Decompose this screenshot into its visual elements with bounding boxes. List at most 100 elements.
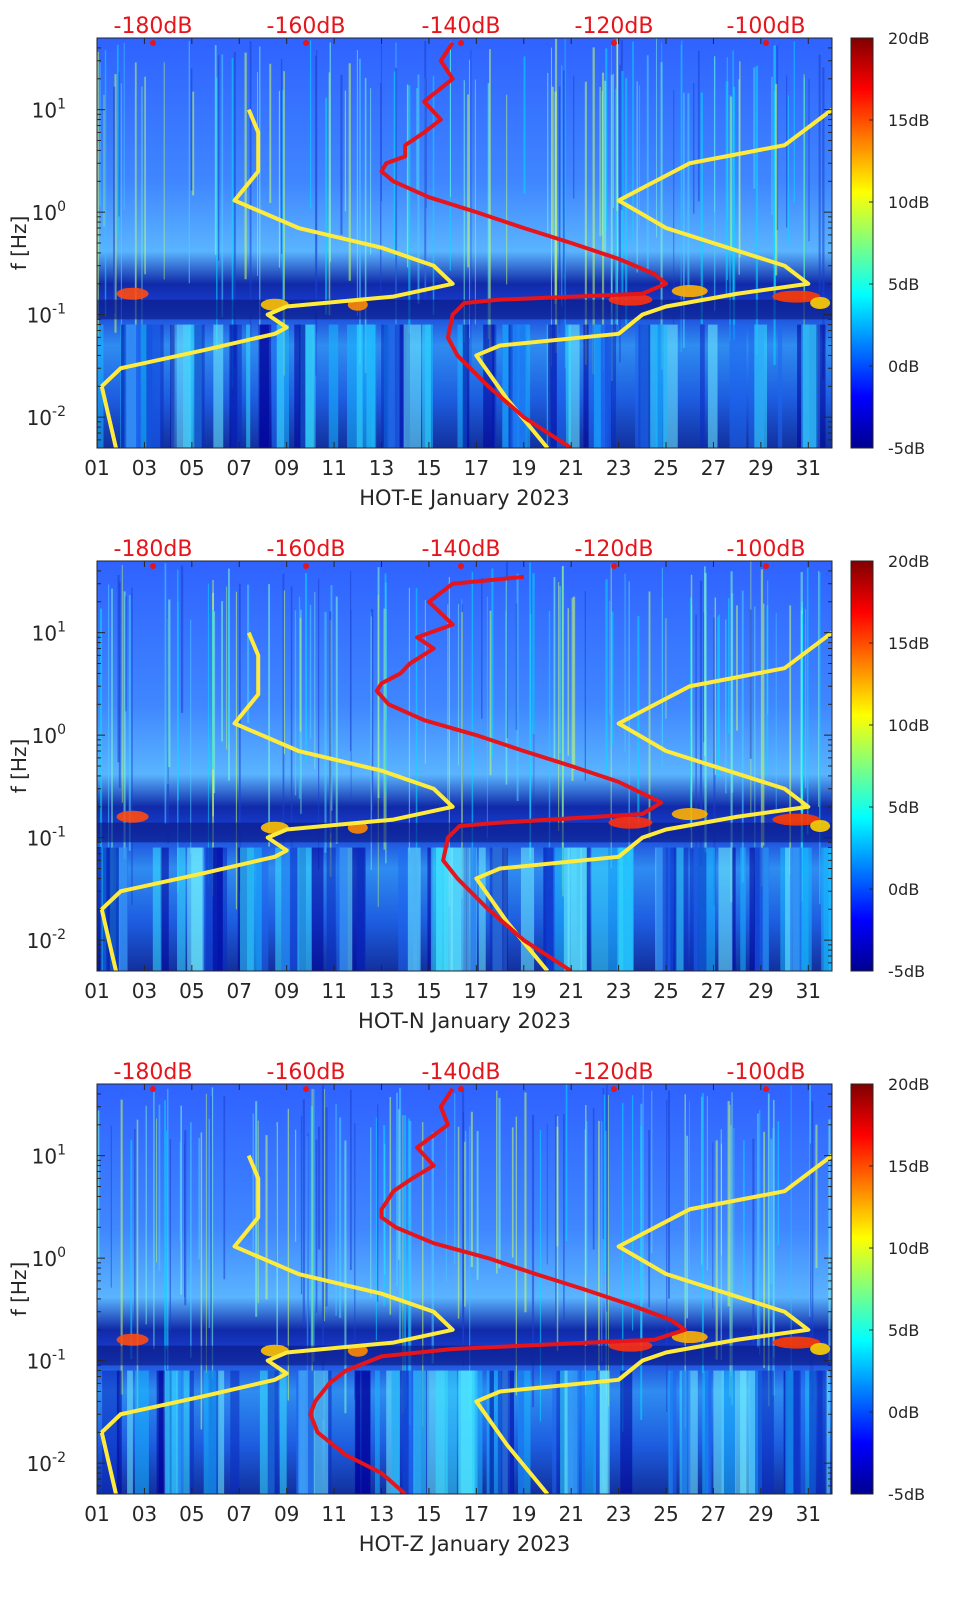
x-tick-label: 29 bbox=[748, 979, 773, 1003]
line-yellow-model-right bbox=[474, 1154, 832, 1494]
y-tick-label: 10-1 bbox=[27, 302, 66, 328]
x-tick-label: 15 bbox=[416, 979, 441, 1003]
y-tick-base: 10 bbox=[32, 622, 57, 646]
x-tick-label: 01 bbox=[84, 456, 109, 480]
colorbar-tick-label: 15dB bbox=[888, 111, 930, 130]
x-tick-label: 25 bbox=[653, 979, 678, 1003]
x-tick-label: 17 bbox=[464, 456, 489, 480]
y-tick-label: 100 bbox=[32, 1245, 66, 1271]
colorbar bbox=[850, 1083, 874, 1495]
top-db-marker bbox=[763, 563, 769, 569]
x-tick-label: 09 bbox=[274, 979, 299, 1003]
y-tick-base: 10 bbox=[32, 1247, 57, 1271]
colorbar-tick-label: 5dB bbox=[888, 798, 919, 817]
y-tick-base: 10 bbox=[27, 1452, 52, 1476]
x-tick-label: 23 bbox=[606, 456, 631, 480]
x-tick-label: 21 bbox=[558, 1502, 583, 1526]
x-tick-label: 31 bbox=[796, 456, 821, 480]
x-tick-label: 31 bbox=[796, 1502, 821, 1526]
top-db-label: -120dB bbox=[575, 14, 654, 39]
colorbar-tick-label: -5dB bbox=[888, 1485, 925, 1504]
colorbar-tick-label: -5dB bbox=[888, 439, 925, 458]
x-tick-label: 11 bbox=[321, 456, 346, 480]
x-tick-label: 23 bbox=[606, 979, 631, 1003]
top-db-marker bbox=[150, 563, 156, 569]
y-tick-base: 10 bbox=[32, 201, 57, 225]
x-tick-label: 13 bbox=[369, 456, 394, 480]
top-db-label: -160dB bbox=[267, 14, 346, 39]
line-red-psd bbox=[308, 1087, 687, 1494]
y-tick-label: 10-1 bbox=[27, 1348, 66, 1374]
y-tick-base: 10 bbox=[27, 827, 52, 851]
top-db-marker bbox=[303, 40, 309, 46]
y-axis-label: f [Hz] bbox=[7, 216, 31, 271]
y-tick-label: 10-2 bbox=[27, 1450, 66, 1476]
y-tick-label: 10-2 bbox=[27, 927, 66, 953]
top-db-label: -120dB bbox=[575, 1060, 654, 1085]
top-db-label: -140dB bbox=[422, 14, 501, 39]
top-db-marker bbox=[611, 563, 617, 569]
y-tick-base: 10 bbox=[27, 304, 52, 328]
y-tick-base: 10 bbox=[32, 1145, 57, 1169]
spectrogram-texture bbox=[97, 1084, 832, 1494]
x-tick-label: 19 bbox=[511, 456, 536, 480]
x-tick-label: 29 bbox=[748, 456, 773, 480]
top-db-label: -120dB bbox=[575, 537, 654, 562]
x-tick-label: 15 bbox=[416, 456, 441, 480]
top-db-marker bbox=[458, 563, 464, 569]
x-tick-label: 07 bbox=[227, 1502, 252, 1526]
colorbar-tick-label: 5dB bbox=[888, 275, 919, 294]
top-db-label: -140dB bbox=[422, 1060, 501, 1085]
x-tick-label: 27 bbox=[701, 456, 726, 480]
colorbar-tick-label: 20dB bbox=[888, 29, 930, 48]
line-yellow-model-right bbox=[474, 108, 832, 448]
x-tick-label: 29 bbox=[748, 1502, 773, 1526]
x-tick-label: 07 bbox=[227, 979, 252, 1003]
y-tick-label: 10-2 bbox=[27, 404, 66, 430]
top-db-marker bbox=[611, 1086, 617, 1092]
top-db-marker bbox=[150, 1086, 156, 1092]
x-tick-label: 03 bbox=[132, 979, 157, 1003]
colorbar bbox=[850, 560, 874, 972]
y-tick-base: 10 bbox=[27, 406, 52, 430]
x-tick-label: 13 bbox=[369, 979, 394, 1003]
top-db-label: -180dB bbox=[114, 14, 193, 39]
top-db-label: -160dB bbox=[267, 1060, 346, 1085]
y-tick-label: 100 bbox=[32, 722, 66, 748]
y-tick-label: 101 bbox=[32, 620, 66, 646]
x-tick-label: 11 bbox=[321, 1502, 346, 1526]
x-tick-label: 19 bbox=[511, 1502, 536, 1526]
y-tick-label: 100 bbox=[32, 199, 66, 225]
x-tick-label: 31 bbox=[796, 979, 821, 1003]
x-tick-label: 03 bbox=[132, 456, 157, 480]
y-tick-exponent: -1 bbox=[52, 302, 66, 318]
colorbar-tick-label: 10dB bbox=[888, 193, 930, 212]
top-db-label: -180dB bbox=[114, 537, 193, 562]
top-db-label: -140dB bbox=[422, 537, 501, 562]
x-tick-label: 21 bbox=[558, 979, 583, 1003]
x-tick-label: 13 bbox=[369, 1502, 394, 1526]
colorbar-tick-label: 0dB bbox=[888, 1403, 919, 1422]
x-tick-label: 17 bbox=[464, 979, 489, 1003]
line-yellow-model-left bbox=[99, 1154, 455, 1494]
x-tick-label: 27 bbox=[701, 1502, 726, 1526]
top-db-label: -160dB bbox=[267, 537, 346, 562]
colorbar-tick-label: 0dB bbox=[888, 357, 919, 376]
line-red-psd bbox=[379, 41, 669, 448]
top-db-marker bbox=[611, 40, 617, 46]
colorbar-tick-label: 15dB bbox=[888, 634, 930, 653]
x-tick-label: 27 bbox=[701, 979, 726, 1003]
y-tick-label: 10-1 bbox=[27, 825, 66, 851]
colorbar-tick-label: -5dB bbox=[888, 962, 925, 981]
top-db-marker bbox=[303, 563, 309, 569]
y-tick-exponent: -1 bbox=[52, 1348, 66, 1364]
x-tick-label: 05 bbox=[179, 979, 204, 1003]
x-tick-label: 09 bbox=[274, 456, 299, 480]
x-tick-label: 01 bbox=[84, 979, 109, 1003]
x-tick-label: 07 bbox=[227, 456, 252, 480]
top-db-label: -180dB bbox=[114, 1060, 193, 1085]
x-tick-label: 23 bbox=[606, 1502, 631, 1526]
